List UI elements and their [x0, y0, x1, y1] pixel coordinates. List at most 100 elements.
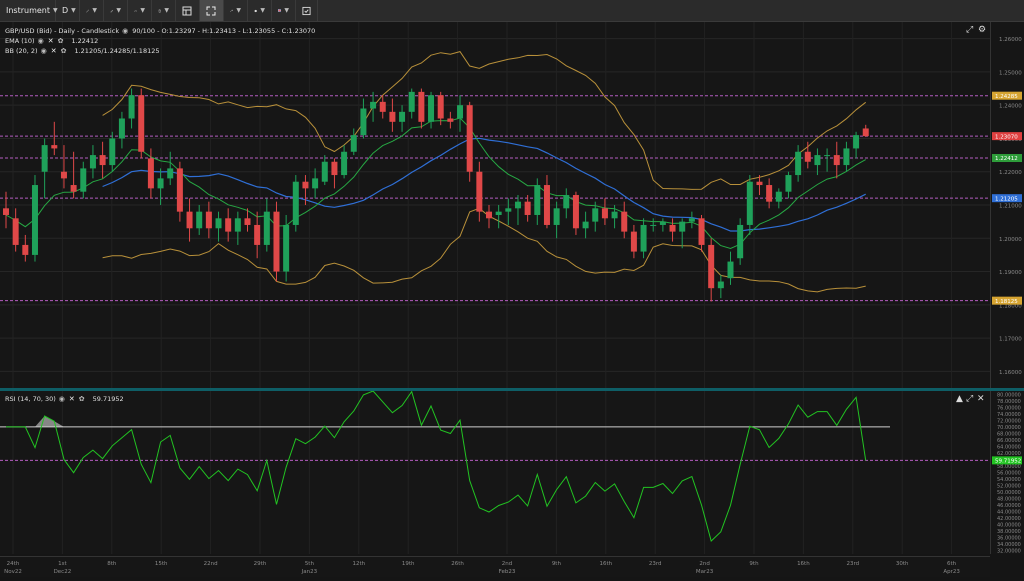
- candle-body: [853, 135, 860, 149]
- rsi-value: 59.71952: [92, 395, 124, 403]
- price-chart[interactable]: [0, 22, 990, 388]
- rsi-legend: RSI (14, 70, 30) ◉ ✕ ✿ 59.71952: [5, 395, 124, 403]
- candle-body: [312, 178, 319, 189]
- gear-icon[interactable]: ✿: [60, 47, 68, 55]
- candle-body: [99, 155, 106, 166]
- candle-body: [350, 135, 357, 152]
- rsi-tick-label: 70.00000: [997, 425, 1021, 431]
- price-badge-label: 1.18125: [995, 299, 1018, 305]
- expand-icon[interactable]: ⤢: [966, 394, 974, 404]
- time-axis[interactable]: 24th Nov22 1st Dec22 8th 15th 22nd 29th 5th Jan23…: [0, 556, 990, 577]
- candle-body: [254, 224, 261, 245]
- rsi-axis[interactable]: 80.00000 78.00000 76.00000 74.00000 72.00000…: [990, 391, 1024, 555]
- close-icon[interactable]: ✕: [977, 394, 985, 404]
- timeframe-dropdown[interactable]: D ▼: [56, 0, 80, 21]
- candle-body: [341, 151, 348, 176]
- time-tick-label: 2nd: [502, 561, 512, 567]
- eye-icon[interactable]: ◉: [122, 27, 130, 35]
- eye-icon[interactable]: ◉: [58, 395, 66, 403]
- rsi-tick-label: 40.00000: [997, 523, 1021, 529]
- rsi-tick-label: 56.00000: [997, 471, 1021, 477]
- settings-icon[interactable]: ⚙: [978, 25, 987, 35]
- move-up-icon[interactable]: ▲: [956, 394, 963, 404]
- instrument-title: GBP/USD (Bid) - Daily - Candlestick: [5, 27, 120, 35]
- rsi-tick-label: 54.00000: [997, 477, 1021, 483]
- time-tick-month-label: Jan23: [301, 569, 318, 575]
- panel-divider[interactable]: [0, 388, 1024, 391]
- candle-body: [563, 195, 570, 209]
- candle-body: [12, 218, 19, 245]
- price-tick-label: 1.21000: [999, 204, 1022, 210]
- candle-body: [553, 208, 560, 225]
- candle-body: [524, 201, 531, 215]
- candle-body: [737, 224, 744, 259]
- share-button[interactable]: ▼: [224, 0, 248, 21]
- price-tick-label: 1.19000: [999, 270, 1022, 276]
- eye-icon[interactable]: ◉: [40, 47, 48, 55]
- eye-icon[interactable]: ◉: [37, 37, 45, 45]
- rsi-tick-label: 72.00000: [997, 418, 1021, 424]
- close-icon[interactable]: ✕: [47, 37, 55, 45]
- indicators-button[interactable]: ▼: [128, 0, 152, 21]
- expand-icon[interactable]: ⤢: [966, 25, 974, 35]
- bb-value: 1.21205/1.24285/1.18125: [74, 47, 160, 55]
- candle-body: [147, 158, 154, 189]
- time-tick-label: 23rd: [649, 561, 662, 567]
- time-tick-label: 5th: [305, 561, 315, 567]
- candle-body: [669, 224, 676, 232]
- candle-body: [746, 181, 753, 225]
- rsi-tick-label: 74.00000: [997, 412, 1021, 418]
- price-chart-panel[interactable]: [0, 22, 990, 388]
- candle-body: [795, 151, 802, 176]
- candle-body: [621, 211, 628, 232]
- layout-button[interactable]: [176, 0, 200, 21]
- candle-body: [418, 91, 425, 122]
- drawing-tools-button[interactable]: ▼: [80, 0, 104, 21]
- time-axis-scale: 24th Nov22 1st Dec22 8th 15th 22nd 29th 5th Jan23…: [4, 561, 960, 575]
- chevron-down-icon: ▼: [92, 7, 97, 14]
- candle-body: [592, 208, 599, 222]
- rsi-tick-label: 58.00000: [997, 464, 1021, 470]
- time-tick-month-label: Mar23: [696, 569, 714, 575]
- rsi-chart[interactable]: [0, 390, 990, 554]
- close-icon[interactable]: ✕: [68, 395, 76, 403]
- candle-body: [843, 148, 850, 166]
- candle-body: [447, 118, 454, 122]
- fullscreen-button[interactable]: [200, 0, 224, 21]
- rsi-tick-label: 38.00000: [997, 529, 1021, 535]
- rsi-tick-label: 36.00000: [997, 536, 1021, 542]
- instrument-dropdown[interactable]: Instrument ▼: [0, 0, 58, 21]
- ema-legend: EMA (10) ◉ ✕ ✿ 1.22412: [5, 37, 98, 45]
- candle-body: [785, 175, 792, 192]
- delete-button[interactable]: ▼: [152, 0, 176, 21]
- candle-body: [505, 208, 512, 212]
- share-icon: [230, 9, 233, 12]
- time-tick-label: 9th: [749, 561, 759, 567]
- price-axis[interactable]: 1.260001.250001.240001.230001.220001.210…: [990, 22, 1024, 388]
- toolbar: Instrument ▼ D ▼ ▼ ▼ ▼ ▼ ▼ ▼ ▼: [0, 0, 1024, 22]
- candle-body: [51, 145, 58, 149]
- bb-legend: BB (20, 2) ◉ ✕ ✿ 1.21205/1.24285/1.18125: [5, 47, 160, 55]
- time-tick-label: 9th: [552, 561, 562, 567]
- settings-button[interactable]: [296, 0, 318, 21]
- settings-icon: [302, 6, 311, 15]
- gear-icon[interactable]: ✿: [78, 395, 86, 403]
- candle-body: [3, 208, 9, 215]
- time-tick-label: 30th: [896, 561, 909, 567]
- rsi-line: [6, 390, 867, 542]
- price-axis-scale: 1.260001.250001.240001.230001.220001.210…: [992, 37, 1022, 376]
- candle-body: [138, 95, 145, 152]
- candle-body: [862, 128, 869, 137]
- close-icon[interactable]: ✕: [50, 47, 58, 55]
- price-badge: [992, 296, 1022, 305]
- pencil-button[interactable]: ▼: [104, 0, 128, 21]
- language-button[interactable]: ▼: [272, 0, 296, 21]
- theme-button[interactable]: ▼: [248, 0, 272, 21]
- price-tick-label: 1.17000: [999, 337, 1022, 343]
- chevron-down-icon: ▼: [53, 7, 58, 14]
- gear-icon[interactable]: ✿: [57, 37, 65, 45]
- bollinger-upper-line: [102, 51, 867, 190]
- rsi-tick-label: 34.00000: [997, 542, 1021, 548]
- price-tick-label: 1.16000: [999, 370, 1022, 376]
- rsi-panel[interactable]: [0, 390, 990, 554]
